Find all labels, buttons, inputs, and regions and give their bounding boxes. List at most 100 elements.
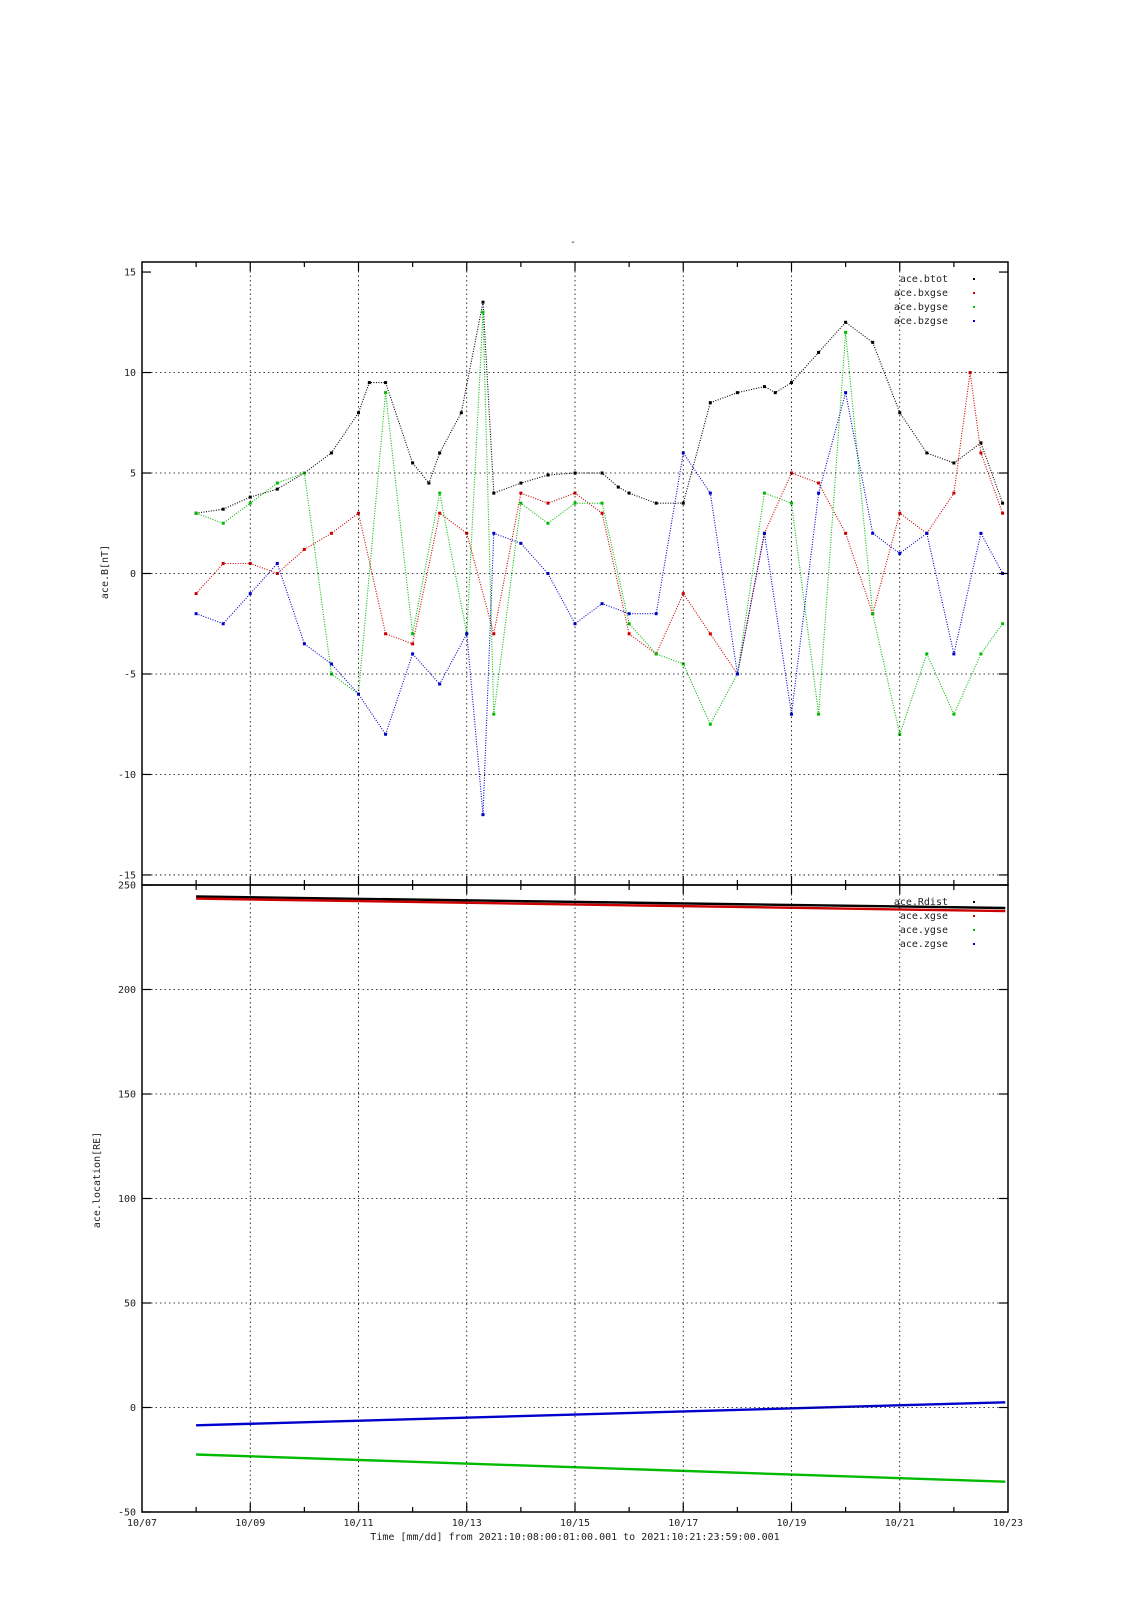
data-point	[925, 451, 929, 455]
data-point	[844, 531, 848, 535]
data-point	[481, 310, 485, 314]
data-point	[492, 531, 496, 535]
data-point	[898, 732, 902, 736]
series-line	[196, 895, 1006, 910]
data-point	[790, 501, 793, 505]
data-point	[519, 501, 523, 505]
data-point	[952, 461, 956, 465]
data-point	[546, 473, 550, 477]
data-point	[979, 652, 983, 656]
y-tick-label: 15	[124, 268, 136, 279]
data-point	[627, 622, 631, 626]
legend-swatch	[973, 901, 975, 903]
data-point	[465, 632, 469, 636]
data-point	[194, 592, 198, 596]
data-point	[844, 391, 848, 395]
data-point	[708, 632, 712, 636]
data-point	[481, 300, 485, 304]
data-point	[616, 485, 620, 489]
data-point	[708, 722, 712, 726]
data-point	[600, 501, 604, 505]
data-point	[275, 561, 279, 565]
location-legend: ace.Rdist ace.xgse ace.ygse ace.zgse	[894, 897, 975, 950]
data-point	[438, 511, 442, 515]
magnetic-field-legend: ace.btot ace.bxgse ace.bygse ace.bzgse	[894, 274, 975, 327]
x-tick-label: 10/17	[668, 1518, 698, 1529]
legend-swatch	[973, 320, 975, 322]
data-point	[762, 531, 766, 535]
series-line	[196, 1401, 1006, 1427]
y-tick-label: -50	[118, 1508, 136, 1519]
series-trace	[196, 302, 1004, 514]
data-point	[248, 592, 252, 596]
legend-label: ace.Rdist	[894, 897, 948, 908]
legend-swatch	[973, 278, 975, 280]
data-point	[817, 712, 821, 716]
data-point	[573, 491, 577, 495]
data-point	[925, 652, 929, 656]
data-point	[248, 501, 252, 505]
data-point	[411, 461, 415, 465]
data-point	[898, 511, 902, 515]
series-ace.zgse	[196, 1401, 1006, 1427]
y-tick-label: -5	[124, 669, 136, 680]
data-point	[357, 411, 360, 415]
x-tick-label: 10/15	[560, 1518, 590, 1529]
data-point	[952, 712, 956, 716]
data-point	[411, 642, 415, 646]
magnetic-field-panel: 15 10 5 0 -5 -10 -15 ace.B[nT] ace.btot ace.bxg…	[100, 261, 1009, 886]
y-tick-label: 200	[118, 985, 136, 996]
data-point	[817, 491, 821, 495]
data-point	[329, 531, 333, 535]
y-tick-label: 5	[130, 469, 136, 480]
data-point	[817, 481, 821, 485]
data-point	[1001, 622, 1005, 626]
data-point	[411, 652, 415, 656]
data-point	[1001, 511, 1005, 515]
y-tick-label: -10	[118, 770, 136, 781]
data-point	[979, 531, 983, 535]
data-point	[735, 391, 739, 395]
location-panel: 250 200 150 100 50 0 -50 ace.location[RE] ace.…	[92, 881, 1009, 1519]
data-point	[384, 732, 388, 736]
data-point	[762, 491, 766, 495]
y-tick-label: 250	[118, 881, 136, 892]
data-point	[492, 632, 496, 636]
data-point	[790, 712, 793, 716]
location-marks	[196, 895, 1006, 1483]
data-point	[708, 491, 712, 495]
data-point	[492, 491, 496, 495]
data-point	[871, 340, 875, 344]
x-tick-label: 10/07	[127, 1518, 157, 1529]
data-point	[411, 632, 415, 636]
x-axis-label: Time [mm/dd] from 2021:10:08:00:01:00.00…	[370, 1532, 779, 1543]
y-tick-label: 50	[124, 1299, 136, 1310]
data-point	[221, 521, 225, 525]
data-point	[817, 350, 821, 354]
data-point	[221, 622, 225, 626]
data-point	[302, 547, 306, 551]
data-point	[221, 561, 225, 565]
y-tick-label: 100	[118, 1194, 136, 1205]
data-point	[773, 391, 777, 395]
legend-label: ace.btot	[900, 274, 948, 285]
data-point	[654, 612, 658, 616]
legend-label: ace.bxgse	[894, 288, 948, 299]
data-point	[519, 491, 523, 495]
data-point	[925, 531, 929, 535]
data-point	[275, 481, 279, 485]
data-point	[952, 491, 956, 495]
data-point	[329, 662, 333, 666]
data-point	[979, 451, 983, 455]
data-point	[871, 531, 875, 535]
data-point	[302, 642, 306, 646]
data-point	[384, 632, 388, 636]
magnetic-field-axes: 15 10 5 0 -5 -10 -15	[118, 261, 1009, 886]
data-point	[481, 813, 485, 817]
data-point	[459, 411, 463, 415]
data-point	[438, 491, 442, 495]
plot-frame	[141, 884, 1009, 1513]
data-point	[194, 511, 198, 515]
data-point	[681, 592, 685, 596]
